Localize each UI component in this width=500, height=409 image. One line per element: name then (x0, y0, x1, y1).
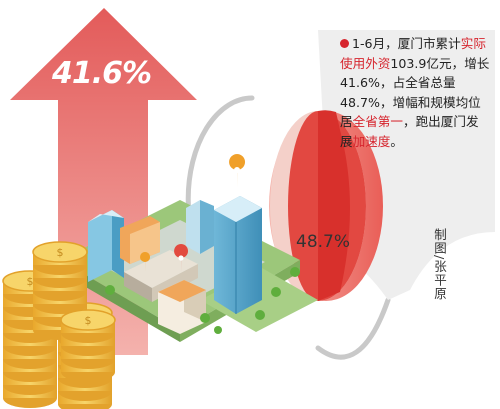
pie-chart (269, 110, 383, 302)
growth-percent-label: 41.6% (52, 56, 152, 91)
dollar-icon: $ (57, 246, 64, 259)
decor-arc-right (315, 297, 391, 360)
dollar-icon: $ (27, 275, 34, 288)
bullet-dot-icon (340, 39, 349, 48)
desc-seg: 103.9亿元，增长41.6%，占全省总量48.7%，增幅和规模均位居 (340, 55, 490, 130)
pie-edge (318, 110, 350, 302)
desc-seg: ，跑出厦门发展 (340, 114, 479, 149)
building-orange (120, 216, 160, 264)
dollar-icon: $ (85, 314, 92, 327)
credit-text: 制图/张平原 (432, 228, 447, 301)
building-center (186, 200, 214, 254)
desc-seg: 。 (390, 133, 403, 149)
description-text: 1-6月，厦门市累计实际使用外资103.9亿元，增长41.6%，占全省总量48.… (340, 34, 490, 152)
building-left-tall (88, 210, 124, 282)
map-pin-icon (140, 252, 151, 272)
map-pin-icon (229, 154, 246, 188)
pie-percent-label: 48.7% (296, 232, 351, 252)
desc-seg-highlight: 加速度 (352, 133, 391, 149)
coin-icon (32, 241, 88, 263)
coin-stacks: $$$$ (2, 241, 116, 409)
desc-seg: 1-6月，厦门市累计 (352, 36, 461, 51)
building-bottom (158, 280, 206, 334)
building-tower (214, 196, 262, 314)
map-pin-icon (174, 244, 189, 272)
desc-seg-highlight: 全省第一 (352, 114, 403, 130)
desc-seg-highlight: 实际使用外资 (340, 36, 486, 71)
coin-icon (60, 309, 116, 331)
growth-arrow (10, 8, 197, 355)
